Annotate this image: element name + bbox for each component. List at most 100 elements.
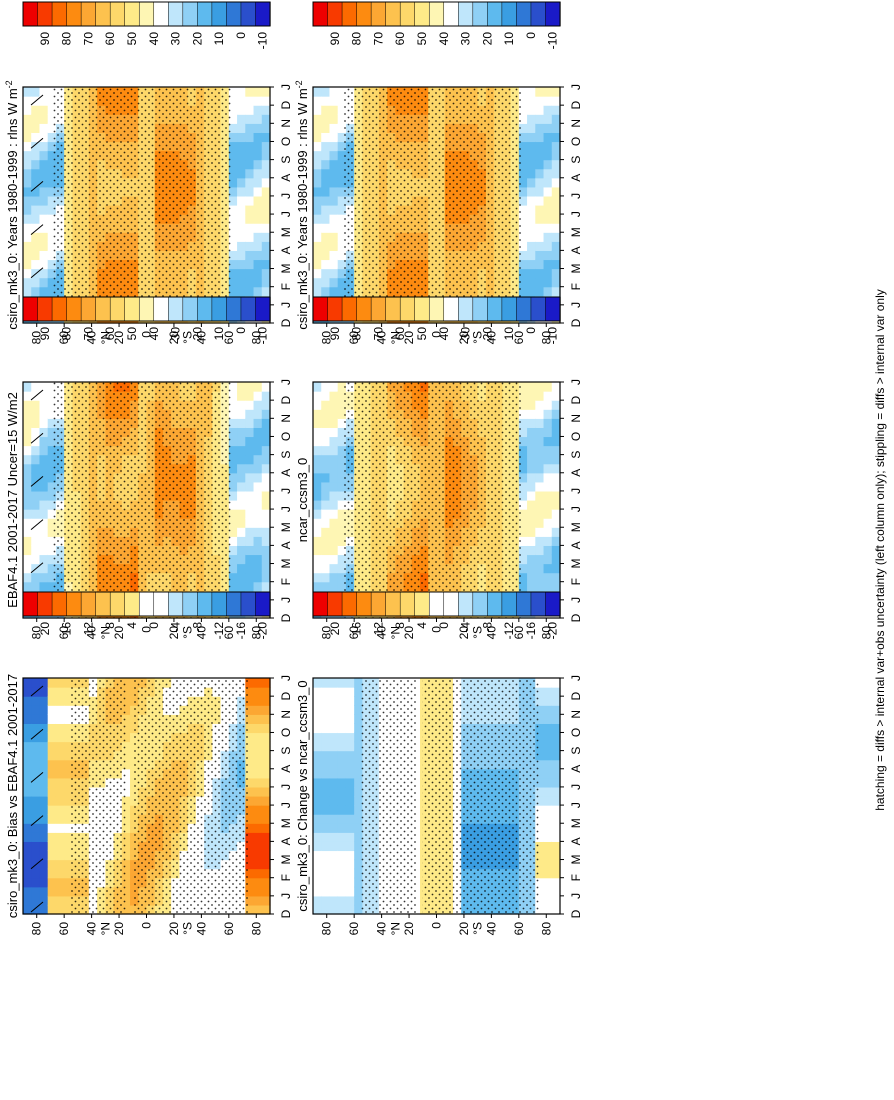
heat-cell [329,886,339,897]
heat-cell [64,750,73,761]
lat-label: 80 [539,331,553,345]
heat-cell [245,105,255,115]
heat-cell [31,877,41,888]
heat-cell [535,732,545,743]
heat-cell [31,481,41,492]
heat-cell [39,759,49,770]
heat-cell [39,723,49,734]
heat-cell [518,214,528,224]
heat-cell [551,250,561,261]
lat-label: 80 [249,922,263,936]
heat-cell [551,418,561,428]
heat-cell [543,741,553,752]
heat-cell [543,186,553,197]
panel-title: EBAF4.1 2001-2017 Uncer=15 W/m2 [5,392,20,608]
heat-cell [527,481,536,492]
heat-cell [47,895,57,906]
heat-cell [253,509,263,519]
heat-cell [121,814,131,824]
heat-cell [527,268,536,279]
heat-cell [329,841,339,852]
heat-cell [23,563,32,574]
heat-cell [245,150,255,161]
heat-cell [527,195,536,206]
heat-cell [518,463,528,474]
heat-cell [261,796,271,806]
heat-cell [261,259,271,270]
heat-cell [121,687,131,697]
heat-cell [313,886,322,897]
heat-cell [47,195,57,206]
heat-cell [47,114,57,124]
heat-cell [228,382,238,392]
heat-cell [39,545,49,556]
heat-cell [121,868,131,879]
heat-cell [261,750,271,761]
heat-cell [64,723,73,734]
heat-cell [329,732,339,743]
heat-cell [411,777,421,788]
heat-cell [39,391,49,401]
heat-cell [321,232,331,242]
heat-cell [354,841,363,852]
heat-cell [253,732,263,743]
month-label: J [279,675,293,681]
heat-cell [543,714,553,724]
heat-cell [527,141,536,152]
heat-cell [337,768,347,779]
heat-cell [245,572,255,583]
heat-cell [527,463,536,474]
heat-cell [535,436,545,447]
heat-cell [23,150,32,161]
heat-cell [245,563,255,574]
heat-cell [228,87,238,97]
heat-cell [345,696,355,706]
heat-cell [551,823,561,833]
heat-cell [321,714,331,724]
heat-cell [245,195,255,206]
heat-cell [23,195,32,206]
heat-cell [23,805,32,815]
stipple-region [422,678,540,914]
panel-title: csiro_mk3_0: Change vs ncar_ccsm3_0 [295,680,310,911]
heat-cell [527,545,536,556]
heat-cell [551,481,561,492]
heat-cell [245,841,255,852]
lat-label: 80 [320,331,334,345]
heat-cell [39,832,49,842]
heat-cell [551,518,561,528]
heat-cell [64,705,73,715]
heat-cell [354,768,363,779]
heat-cell [337,777,347,788]
heat-cell [518,454,528,465]
heat-cell [411,886,421,897]
heat-cell [31,768,41,779]
heat-cell [337,696,347,706]
heat-cell [245,796,255,806]
heat-cell [543,132,553,143]
month-label: D [279,318,293,327]
stipple-region [132,678,250,914]
heat-cell [121,723,131,734]
heat-cell [253,868,263,879]
heat-cell [535,277,545,288]
heat-cell [329,205,339,215]
heat-cell [535,527,545,537]
heat-cell [354,705,363,715]
heat-cell [253,572,263,583]
heat-cell [337,259,347,270]
heat-cell [261,732,271,743]
heat-cell [354,904,363,915]
heat-cell [329,527,339,537]
heat-cell [345,832,355,842]
heat-cell [337,572,347,583]
heat-cell [329,241,339,251]
heat-cell [345,678,355,688]
heat-cell [237,268,246,279]
heat-cell [313,186,322,197]
heat-cell [535,554,545,565]
heat-cell [411,786,421,797]
month-label: D [279,613,293,622]
